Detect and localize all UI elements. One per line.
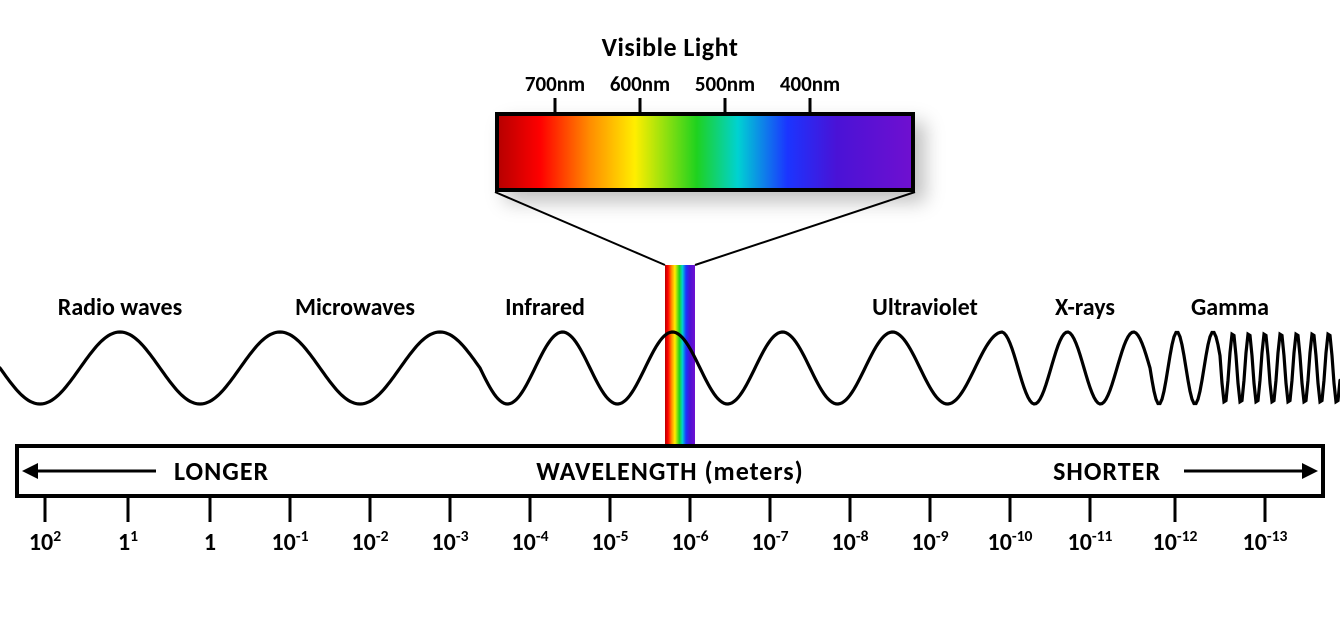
axis-tick-label: 10-5 bbox=[591, 528, 628, 557]
region-label: X-rays bbox=[1055, 293, 1115, 322]
axis-tick-mark bbox=[1174, 498, 1177, 522]
axis-tick-mark bbox=[1009, 498, 1012, 522]
axis-tick-mark bbox=[929, 498, 932, 522]
axis-tick-mark bbox=[769, 498, 772, 522]
axis-tick-mark bbox=[449, 498, 452, 522]
axis-tick-mark bbox=[289, 498, 292, 522]
axis-tick-mark bbox=[849, 498, 852, 522]
axis-tick-label: 10-7 bbox=[751, 528, 788, 557]
axis-center-label: WAVELENGTH (meters) bbox=[536, 455, 804, 487]
axis-tick-label: 10-8 bbox=[831, 528, 868, 557]
axis-tick-label: 102 bbox=[29, 528, 61, 557]
axis-tick-label: 10-10 bbox=[988, 528, 1033, 557]
axis-tick-mark bbox=[609, 498, 612, 522]
axis-tick-mark bbox=[127, 498, 130, 522]
axis-tick-mark bbox=[209, 498, 212, 522]
region-label: Ultraviolet bbox=[872, 293, 978, 322]
axis-tick-label: 10-1 bbox=[271, 528, 308, 557]
axis-shorter-label: SHORTER bbox=[1053, 455, 1161, 487]
axis-tick-mark bbox=[44, 498, 47, 522]
axis-tick-label: 10-13 bbox=[1243, 528, 1288, 557]
axis-tick-mark bbox=[1264, 498, 1267, 522]
axis-tick-label: 10-3 bbox=[431, 528, 468, 557]
region-label: Gamma bbox=[1191, 293, 1269, 322]
axis-tick-label: 10-4 bbox=[511, 528, 548, 557]
axis-tick-label: 10-6 bbox=[671, 528, 708, 557]
axis-tick-label: 10-9 bbox=[911, 528, 948, 557]
em-spectrum-diagram: Visible Light 700nm600nm500nm400nm LONGE… bbox=[0, 0, 1340, 631]
axis-tick-mark bbox=[1089, 498, 1092, 522]
region-label: Microwaves bbox=[295, 293, 415, 322]
axis-tick-mark bbox=[689, 498, 692, 522]
axis-longer-label: LONGER bbox=[174, 455, 269, 487]
arrow-head-left-icon bbox=[22, 463, 38, 479]
axis-tick-mark bbox=[529, 498, 532, 522]
wavelength-axis-box: LONGER WAVELENGTH (meters) SHORTER bbox=[15, 444, 1325, 498]
region-label: Infrared bbox=[505, 293, 585, 322]
axis-tick-label: 10-11 bbox=[1068, 528, 1113, 557]
axis-tick-label: 10-2 bbox=[351, 528, 388, 557]
axis-tick-mark bbox=[369, 498, 372, 522]
arrow-line-right bbox=[1184, 470, 1304, 473]
axis-tick-label: 10-12 bbox=[1153, 528, 1198, 557]
axis-tick-label: 11 bbox=[118, 528, 138, 557]
arrow-head-right-icon bbox=[1302, 463, 1318, 479]
arrow-line-left bbox=[36, 470, 156, 473]
region-label: Radio waves bbox=[58, 293, 182, 322]
spectrum-wave bbox=[0, 322, 1340, 414]
axis-tick-label: 1 bbox=[204, 528, 216, 557]
